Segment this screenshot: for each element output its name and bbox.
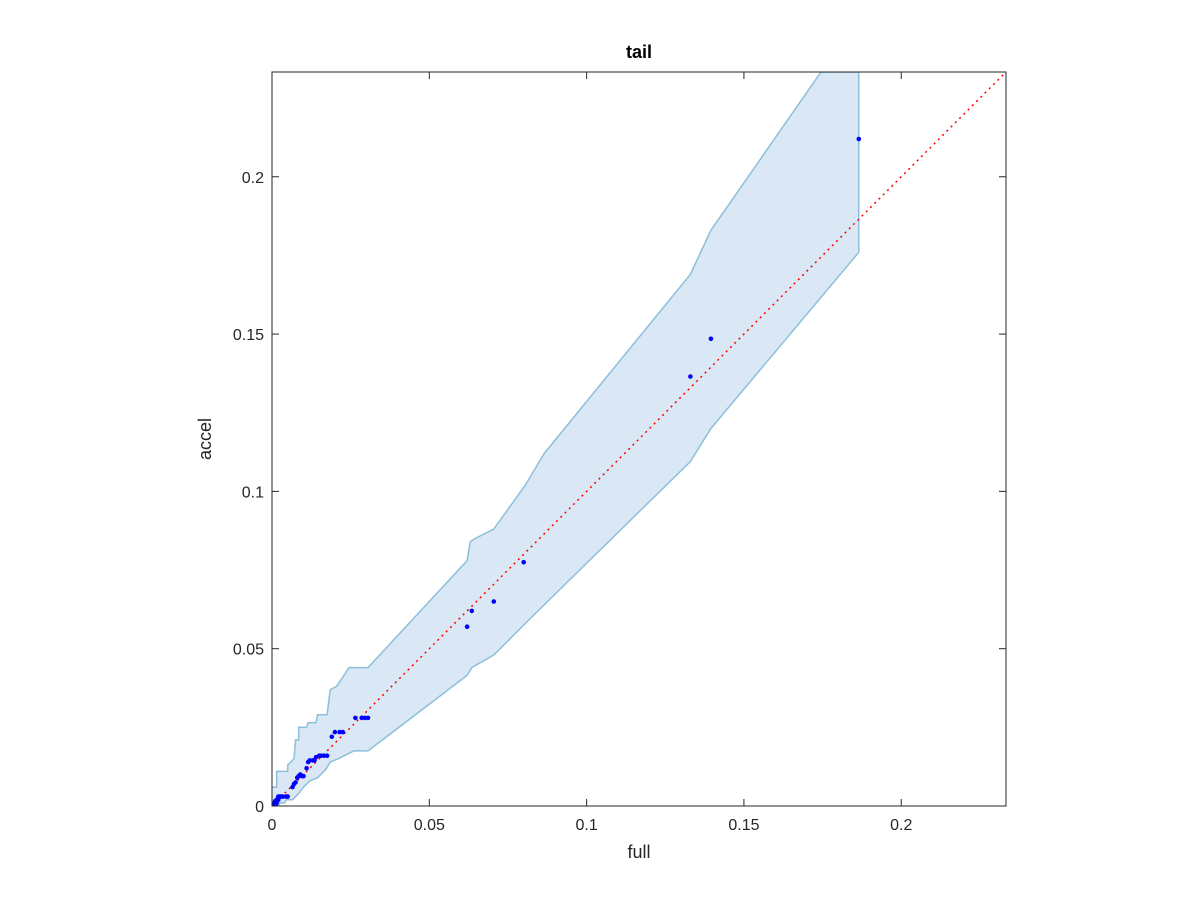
y-tick-label: 0.05 bbox=[233, 642, 264, 659]
reference-line bbox=[272, 72, 1006, 806]
data-point bbox=[321, 753, 327, 758]
data-point bbox=[521, 559, 526, 565]
data-point bbox=[285, 794, 291, 799]
data-point bbox=[353, 715, 358, 721]
data-point bbox=[491, 599, 497, 604]
data-point bbox=[301, 773, 306, 779]
chart-title: tail bbox=[626, 42, 652, 62]
confidence-band bbox=[272, 72, 859, 806]
axes-box bbox=[271, 71, 1007, 807]
data-point bbox=[856, 136, 862, 142]
y-tick-label: 0.15 bbox=[233, 327, 264, 344]
data-point bbox=[329, 734, 335, 740]
x-tick-label: 0 bbox=[268, 817, 277, 834]
x-axis-label: full bbox=[627, 842, 650, 862]
data-point bbox=[293, 780, 298, 785]
data-point bbox=[365, 715, 371, 721]
data-point bbox=[469, 608, 475, 614]
band-lower-edge bbox=[272, 251, 860, 806]
y-tick-label: 0 bbox=[255, 799, 264, 816]
data-point bbox=[464, 624, 470, 629]
data-point bbox=[708, 336, 714, 342]
data-point bbox=[304, 765, 309, 771]
y-tick-label: 0.1 bbox=[242, 484, 264, 501]
data-point bbox=[362, 715, 368, 721]
data-point bbox=[332, 729, 338, 735]
x-tick-label: 0.2 bbox=[890, 817, 912, 834]
data-point bbox=[340, 729, 346, 735]
x-tick-label: 0.1 bbox=[575, 817, 597, 834]
band-upper-edge bbox=[272, 72, 859, 788]
data-point bbox=[337, 729, 342, 735]
y-axis-label: accel bbox=[195, 418, 215, 460]
tick-layer: 0 0.05 0.1 0.15 0.2 0 0.05 0.1 0.15 0.2 bbox=[233, 72, 1006, 834]
data-layer bbox=[272, 72, 1006, 806]
data-point bbox=[688, 374, 693, 379]
data-point bbox=[280, 794, 286, 799]
x-tick-label: 0.15 bbox=[728, 817, 759, 834]
data-point bbox=[324, 753, 330, 758]
x-tick-label: 0.05 bbox=[414, 817, 445, 834]
y-tick-label: 0.2 bbox=[242, 170, 264, 187]
